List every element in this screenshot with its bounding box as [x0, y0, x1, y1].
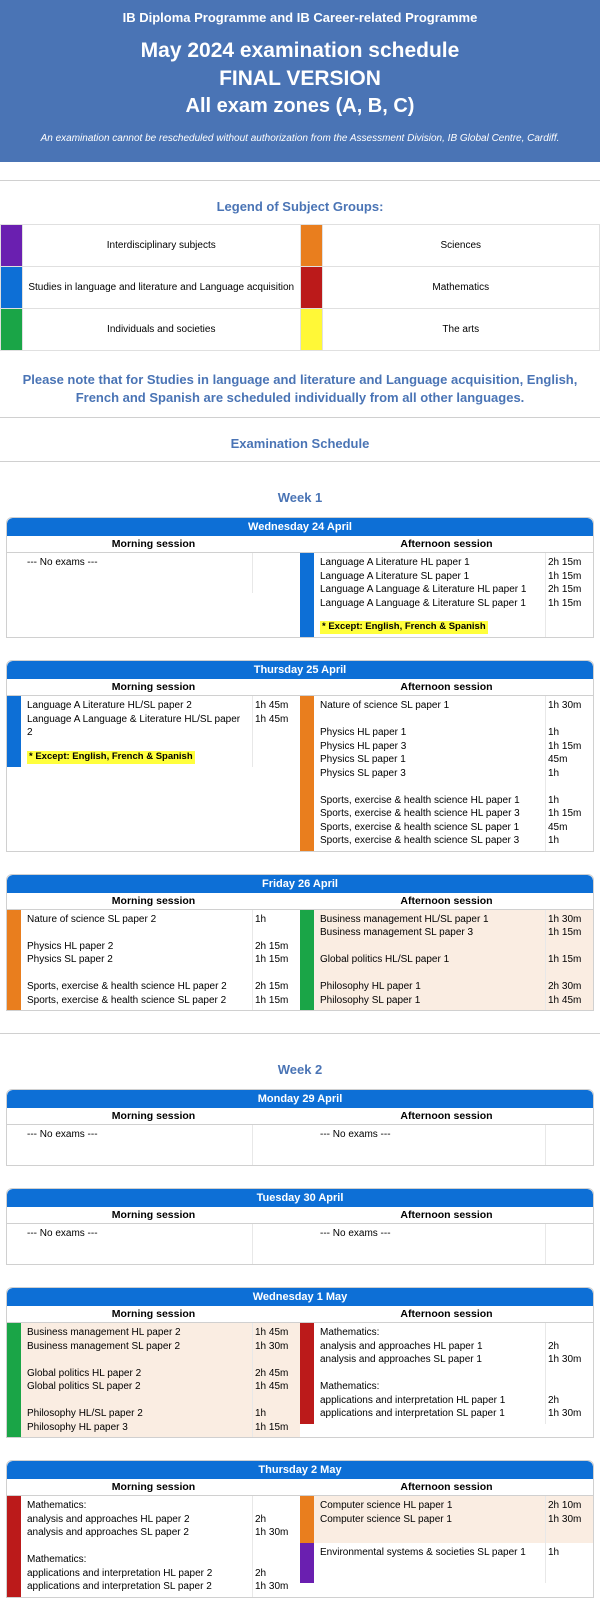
- duration-column: 2h1h 30m 2h1h 30m: [545, 1323, 593, 1424]
- day-block: Wednesday 1 MayMorning sessionBusiness m…: [6, 1287, 594, 1438]
- session-label: Morning session: [7, 1306, 300, 1323]
- duration-column: 2h1h 30m 2h1h 30m: [252, 1496, 300, 1597]
- day-header: Thursday 2 May: [7, 1461, 593, 1479]
- session-label: Afternoon session: [300, 893, 593, 910]
- session-label: Afternoon session: [300, 679, 593, 696]
- session-content: Language A Literature HL paper 1Language…: [314, 553, 545, 637]
- day-header: Wednesday 24 April: [7, 518, 593, 536]
- subject-color-bar: [300, 553, 314, 637]
- session-label: Morning session: [7, 1108, 300, 1125]
- legend-label: Mathematics: [323, 267, 600, 309]
- session-content: Business management HL/SL paper 1Busines…: [314, 910, 545, 1011]
- session-label: Afternoon session: [300, 1207, 593, 1224]
- legend-color-swatch: [1, 225, 23, 267]
- title-line-1: May 2024 examination schedule: [12, 39, 588, 63]
- subject-color-bar: [300, 1323, 314, 1424]
- legend-title: Legend of Subject Groups:: [0, 199, 600, 214]
- session-content: Mathematics:analysis and approaches HL p…: [314, 1323, 545, 1424]
- except-highlight: * Except: English, French & Spanish: [320, 621, 488, 634]
- day-header: Wednesday 1 May: [7, 1288, 593, 1306]
- duration-column: 2h 10m1h 30m: [545, 1496, 593, 1543]
- legend-color-swatch: [301, 225, 323, 267]
- session-content: Nature of science SL paper 2 Physics HL …: [21, 910, 252, 1011]
- subject-color-bar: [300, 910, 314, 1011]
- duration-column: 1h 2h 15m1h 15m 2h 15m1h 15m: [252, 910, 300, 1011]
- legend-table: Interdisciplinary subjects Sciences Studie…: [0, 224, 600, 351]
- session-label: Morning session: [7, 893, 300, 910]
- subject-color-bar: [7, 1496, 21, 1597]
- subject-color-bar: [7, 910, 21, 1011]
- day-block: Wednesday 24 AprilMorning session--- No …: [6, 517, 594, 638]
- legend-label: The arts: [323, 309, 600, 351]
- reschedule-note: An examination cannot be rescheduled wit…: [12, 132, 588, 146]
- header-banner: IB Diploma Programme and IB Career-relat…: [0, 0, 600, 162]
- schedule-title: Examination Schedule: [0, 436, 600, 451]
- except-highlight: * Except: English, French & Spanish: [27, 751, 195, 764]
- duration-column: 1h 30m1h 15m 1h 15m 2h 30m1h 45m: [545, 910, 593, 1011]
- session-content: Computer science HL paper 1Computer scie…: [314, 1496, 545, 1543]
- session-label: Afternoon session: [300, 536, 593, 553]
- duration-column: 2h 15m1h 15m2h 15m1h 15m: [545, 553, 593, 637]
- title-line-2: FINAL VERSION: [12, 67, 588, 91]
- session-content: Language A Literature HL/SL paper 2Langu…: [21, 696, 252, 766]
- legend-color-swatch: [1, 267, 23, 309]
- legend-color-swatch: [301, 267, 323, 309]
- duration-column: 1h: [545, 1543, 593, 1583]
- session-content: Environmental systems & societies SL pap…: [314, 1543, 545, 1583]
- subject-color-bar: [300, 1543, 314, 1583]
- programme-line: IB Diploma Programme and IB Career-relat…: [12, 10, 588, 25]
- language-notice: Please note that for Studies in language…: [14, 371, 586, 407]
- day-block: Thursday 2 MayMorning sessionMathematics…: [6, 1460, 594, 1598]
- no-exams-text: --- No exams ---: [21, 1224, 252, 1264]
- no-exams-text: --- No exams ---: [21, 553, 252, 593]
- duration-column: 1h 45m1h 45m: [252, 696, 300, 766]
- legend-label: Individuals and societies: [23, 309, 301, 351]
- day-header: Tuesday 30 April: [7, 1189, 593, 1207]
- duration-column: 1h 45m1h 30m 2h 45m1h 45m 1h1h 15m: [252, 1323, 300, 1437]
- week-1-title: Week 1: [0, 490, 600, 505]
- subject-color-bar: [7, 696, 21, 766]
- session-label: Afternoon session: [300, 1306, 593, 1323]
- session-label: Afternoon session: [300, 1479, 593, 1496]
- session-content: Mathematics:analysis and approaches HL p…: [21, 1496, 252, 1597]
- day-header: Monday 29 April: [7, 1090, 593, 1108]
- day-header: Friday 26 April: [7, 875, 593, 893]
- no-exams-text: --- No exams ---: [314, 1125, 545, 1165]
- week-1-days: Wednesday 24 AprilMorning session--- No …: [0, 517, 600, 1011]
- legend-color-swatch: [1, 309, 23, 351]
- subject-color-bar: [300, 696, 314, 851]
- day-header: Thursday 25 April: [7, 661, 593, 679]
- no-exams-text: --- No exams ---: [314, 1224, 545, 1264]
- subject-color-bar: [300, 1496, 314, 1543]
- legend-label: Interdisciplinary subjects: [23, 225, 301, 267]
- legend-label: Studies in language and literature and L…: [23, 267, 301, 309]
- legend-color-swatch: [301, 309, 323, 351]
- session-label: Morning session: [7, 1207, 300, 1224]
- title-line-3: All exam zones (A, B, C): [12, 95, 588, 118]
- week-2-title: Week 2: [0, 1062, 600, 1077]
- session-label: Morning session: [7, 679, 300, 696]
- duration-column: 1h 30m 1h1h 15m45m1h 1h1h 15m45m1h: [545, 696, 593, 851]
- day-block: Friday 26 AprilMorning sessionNature of …: [6, 874, 594, 1012]
- session-content: Nature of science SL paper 1 Physics HL …: [314, 696, 545, 851]
- no-exams-text: --- No exams ---: [21, 1125, 252, 1165]
- subject-color-bar: [7, 1323, 21, 1437]
- week-2-days: Monday 29 AprilMorning session--- No exa…: [0, 1089, 600, 1598]
- day-block: Tuesday 30 AprilMorning session--- No ex…: [6, 1188, 594, 1265]
- session-label: Morning session: [7, 536, 300, 553]
- session-label: Afternoon session: [300, 1108, 593, 1125]
- day-block: Monday 29 AprilMorning session--- No exa…: [6, 1089, 594, 1166]
- session-content: Business management HL paper 2Business m…: [21, 1323, 252, 1437]
- legend-label: Sciences: [323, 225, 600, 267]
- day-block: Thursday 25 AprilMorning sessionLanguage…: [6, 660, 594, 852]
- session-label: Morning session: [7, 1479, 300, 1496]
